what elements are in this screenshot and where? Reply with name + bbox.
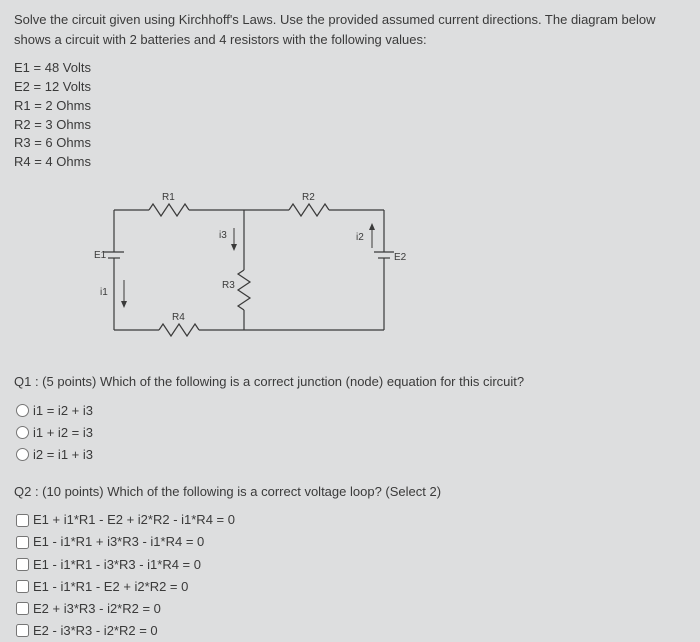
q2-option-label: E1 - i1*R1 - i3*R3 - i1*R4 = 0 [33, 554, 201, 576]
q2-prompt: Q2 : (10 points) Which of the following … [14, 482, 686, 502]
q2-check-4[interactable] [16, 602, 29, 615]
q2-option-2[interactable]: E1 - i1*R1 - i3*R3 - i1*R4 = 0 [16, 554, 686, 576]
q1-option-2[interactable]: i2 = i1 + i3 [16, 444, 686, 466]
label-i1: i1 [100, 287, 108, 298]
param-e2: E2 = 12 Volts [14, 78, 686, 97]
label-r1: R1 [162, 192, 175, 203]
q2-check-5[interactable] [16, 624, 29, 637]
label-i2: i2 [356, 232, 364, 243]
q2-option-label: E1 - i1*R1 - E2 + i2*R2 = 0 [33, 576, 188, 598]
q1-option-label: i2 = i1 + i3 [33, 444, 93, 466]
param-r2: R2 = 3 Ohms [14, 116, 686, 135]
label-r2: R2 [302, 192, 315, 203]
label-r3: R3 [222, 280, 235, 291]
q2-option-label: E2 + i3*R3 - i2*R2 = 0 [33, 598, 161, 620]
param-r1: R1 = 2 Ohms [14, 97, 686, 116]
q1-option-1[interactable]: i1 + i2 = i3 [16, 422, 686, 444]
q2-option-label: E1 - i1*R1 + i3*R3 - i1*R4 = 0 [33, 531, 204, 553]
q2-option-4[interactable]: E2 + i3*R3 - i2*R2 = 0 [16, 598, 686, 620]
label-i3: i3 [219, 230, 227, 241]
label-e1: E1 [94, 250, 107, 261]
q2-option-5[interactable]: E2 - i3*R3 - i2*R2 = 0 [16, 620, 686, 642]
q2-options: E1 + i1*R1 - E2 + i2*R2 - i1*R4 = 0 E1 -… [14, 509, 686, 642]
q1-prompt: Q1 : (5 points) Which of the following i… [14, 372, 686, 392]
q1-option-label: i1 + i2 = i3 [33, 422, 93, 444]
param-r3: R3 = 6 Ohms [14, 134, 686, 153]
q2-check-1[interactable] [16, 536, 29, 549]
q1-option-label: i1 = i2 + i3 [33, 400, 93, 422]
q2-check-2[interactable] [16, 558, 29, 571]
q1-options: i1 = i2 + i3 i1 + i2 = i3 i2 = i1 + i3 [14, 400, 686, 466]
param-r4: R4 = 4 Ohms [14, 153, 686, 172]
q2-check-3[interactable] [16, 580, 29, 593]
parameters-block: E1 = 48 Volts E2 = 12 Volts R1 = 2 Ohms … [14, 59, 686, 172]
q2-option-3[interactable]: E1 - i1*R1 - E2 + i2*R2 = 0 [16, 576, 686, 598]
param-e1: E1 = 48 Volts [14, 59, 686, 78]
label-e2: E2 [394, 252, 407, 263]
intro-text: Solve the circuit given using Kirchhoff'… [14, 10, 686, 49]
q1-radio-1[interactable] [16, 426, 29, 439]
q2-option-0[interactable]: E1 + i1*R1 - E2 + i2*R2 - i1*R4 = 0 [16, 509, 686, 531]
q2-option-label: E1 + i1*R1 - E2 + i2*R2 - i1*R4 = 0 [33, 509, 235, 531]
q1-radio-2[interactable] [16, 448, 29, 461]
q2-check-0[interactable] [16, 514, 29, 527]
q2-option-1[interactable]: E1 - i1*R1 + i3*R3 - i1*R4 = 0 [16, 531, 686, 553]
q2-option-label: E2 - i3*R3 - i2*R2 = 0 [33, 620, 158, 642]
q1-option-0[interactable]: i1 = i2 + i3 [16, 400, 686, 422]
label-r4: R4 [172, 312, 185, 323]
circuit-diagram: E1 i1 R1 R3 i3 R2 E2 i2 R4 [14, 190, 686, 350]
q1-radio-0[interactable] [16, 404, 29, 417]
